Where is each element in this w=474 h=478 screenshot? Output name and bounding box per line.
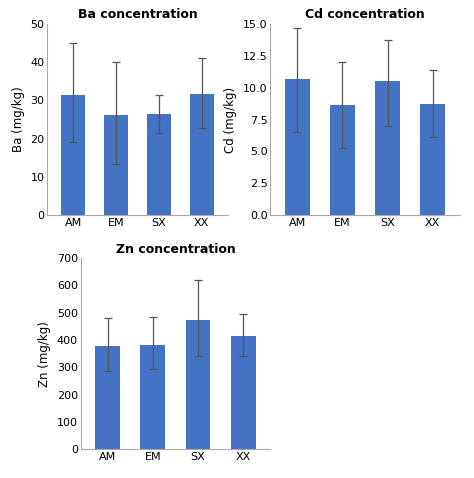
- Bar: [185, 320, 210, 449]
- Bar: [140, 345, 165, 449]
- Bar: [190, 94, 214, 215]
- Bar: [420, 104, 445, 215]
- Bar: [375, 81, 400, 215]
- Bar: [231, 336, 255, 449]
- Bar: [330, 106, 355, 215]
- Title: Zn concentration: Zn concentration: [116, 242, 235, 256]
- Bar: [95, 346, 120, 449]
- Bar: [147, 114, 171, 215]
- Title: Cd concentration: Cd concentration: [305, 8, 425, 22]
- Bar: [61, 95, 85, 215]
- Title: Ba concentration: Ba concentration: [78, 8, 197, 22]
- Bar: [104, 115, 128, 215]
- Bar: [285, 79, 310, 215]
- Y-axis label: Ba (mg/kg): Ba (mg/kg): [12, 87, 25, 152]
- Y-axis label: Zn (mg/kg): Zn (mg/kg): [38, 321, 51, 387]
- Y-axis label: Cd (mg/kg): Cd (mg/kg): [224, 87, 237, 152]
